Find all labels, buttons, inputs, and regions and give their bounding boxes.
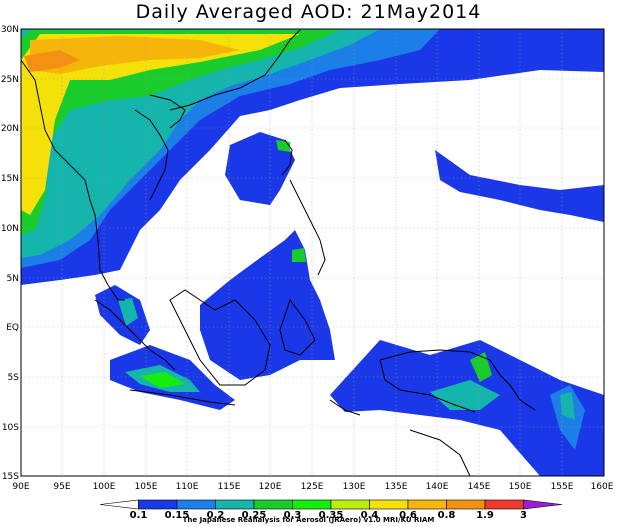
aod-region-central bbox=[200, 230, 335, 380]
lat-label-eq: EQ bbox=[6, 323, 19, 333]
colorbar-label: 3 bbox=[520, 510, 527, 521]
colorbar-label: 0.35 bbox=[319, 510, 344, 521]
aod-region-java-green bbox=[140, 372, 185, 388]
aod-region-north-red bbox=[24, 50, 80, 72]
lat-labels: 30N 25N 20N 15N 10N 5N EQ 5S 10S 15S bbox=[1, 25, 19, 482]
colorbar-segment bbox=[215, 499, 255, 510]
aod-region-north-orange bbox=[30, 36, 240, 74]
lon-label-115e: 115E bbox=[218, 482, 241, 492]
colorbar-label: 0.25 bbox=[242, 510, 267, 521]
aod-region-north-yellow bbox=[21, 34, 300, 215]
lat-label-5s: 5S bbox=[8, 373, 20, 383]
colorbar-label: 0.8 bbox=[438, 510, 456, 521]
colorbar-segment bbox=[330, 499, 370, 510]
lon-label-105e: 105E bbox=[135, 482, 158, 492]
lon-label-145e: 145E bbox=[468, 482, 491, 492]
colorbar-segment bbox=[138, 499, 178, 510]
map-frame bbox=[20, 28, 605, 477]
colorbar: 0.1 0.15 0.2 0.25 0.3 0.35 0.4 0.6 0.8 1.9 3 bbox=[99, 499, 563, 521]
colorbar-label: 0.2 bbox=[207, 510, 225, 521]
aod-region-sumatra-teal bbox=[118, 298, 138, 326]
lon-label-125e: 125E bbox=[301, 482, 324, 492]
map-title: Daily Averaged AOD: 21May2014 bbox=[135, 1, 482, 23]
aod-region-coral-teal bbox=[560, 392, 575, 420]
colorbar-segment bbox=[176, 499, 216, 510]
coastlines bbox=[20, 29, 536, 477]
lon-label-100e: 100E bbox=[93, 482, 116, 492]
lon-label-155e: 155E bbox=[551, 482, 574, 492]
credit-text: The Japanese Reanalysis for Aerosol (JRA… bbox=[182, 516, 435, 524]
colorbar-segment bbox=[484, 499, 524, 510]
colorbar-segment bbox=[292, 499, 332, 510]
lat-label-20n: 20N bbox=[1, 124, 19, 134]
lat-label-15s: 15S bbox=[2, 472, 19, 482]
aod-region-central-green bbox=[292, 248, 306, 262]
lat-label-5n: 5N bbox=[7, 274, 19, 284]
aod-region-north-green bbox=[21, 30, 340, 235]
colorbar-segment bbox=[446, 499, 486, 510]
aod-region-luzon bbox=[225, 132, 295, 205]
colorbar-low-triangle bbox=[99, 499, 139, 510]
lon-label-95e: 95E bbox=[53, 482, 70, 492]
colorbar-high-triangle bbox=[523, 499, 563, 510]
lat-label-25n: 25N bbox=[1, 75, 19, 85]
lat-label-30n: 30N bbox=[1, 25, 19, 35]
lon-label-120e: 120E bbox=[259, 482, 282, 492]
lon-label-130e: 130E bbox=[343, 482, 366, 492]
aod-shading bbox=[21, 29, 604, 476]
lon-label-160e: 160E bbox=[591, 482, 614, 492]
lon-label-90e: 90E bbox=[12, 482, 29, 492]
colorbar-segment bbox=[253, 499, 293, 510]
lon-label-140e: 140E bbox=[426, 482, 449, 492]
lat-label-10n: 10N bbox=[1, 224, 19, 234]
colorbar-segment bbox=[369, 499, 409, 510]
lon-labels: 90E 95E 100E 105E 110E 115E 120E 125E 13… bbox=[12, 482, 613, 492]
lon-label-135e: 135E bbox=[385, 482, 408, 492]
colorbar-label: 0.1 bbox=[130, 510, 148, 521]
aod-region-pacific bbox=[435, 150, 604, 222]
aod-region-coral bbox=[550, 385, 585, 450]
colorbar-label: 0.6 bbox=[399, 510, 417, 521]
aod-region-newguinea-green bbox=[470, 352, 492, 382]
colorbar-segment bbox=[407, 499, 447, 510]
grid-lines bbox=[21, 29, 604, 476]
lon-label-150e: 150E bbox=[509, 482, 532, 492]
colorbar-label: 1.9 bbox=[476, 510, 494, 521]
colorbar-label: 0.15 bbox=[165, 510, 190, 521]
lon-label-110e: 110E bbox=[176, 482, 199, 492]
lat-label-15n: 15N bbox=[1, 174, 19, 184]
aod-region-sumatra bbox=[95, 285, 150, 345]
colorbar-label: 0.4 bbox=[361, 510, 379, 521]
colorbar-label: 0.3 bbox=[284, 510, 302, 521]
lat-label-10s: 10S bbox=[2, 423, 19, 433]
